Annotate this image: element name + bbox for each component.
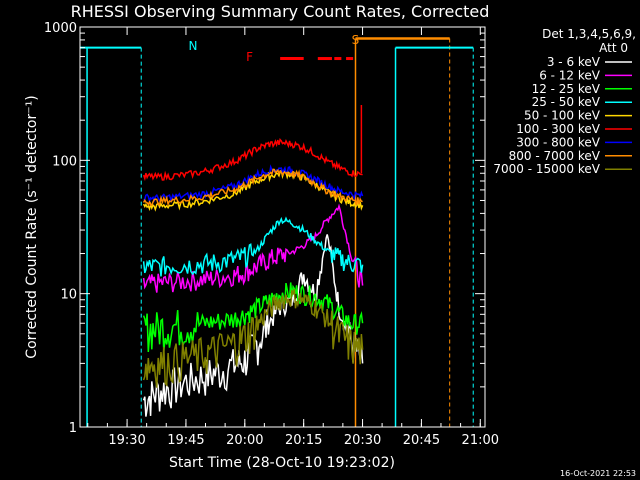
legend-label-4: 50 - 100 keV bbox=[524, 109, 601, 123]
legend-header-line-2: Att 0 bbox=[599, 41, 628, 55]
series-layer bbox=[142, 105, 364, 417]
series-line-100-300kev bbox=[142, 138, 363, 182]
x-tick-label-0: 19:30 bbox=[108, 433, 145, 448]
legend-label-8: 7000 - 15000 keV bbox=[493, 162, 600, 176]
x-tick-label-5: 20:45 bbox=[403, 433, 440, 448]
legend-label-0: 3 - 6 keV bbox=[547, 55, 601, 69]
series-line-7000-15000kev bbox=[142, 289, 364, 388]
series-line-300-800kev bbox=[143, 164, 364, 204]
legend-header-line-1: Det 1,3,4,5,6,9, bbox=[542, 27, 636, 41]
legend-label-1: 6 - 12 keV bbox=[539, 68, 601, 82]
x-tick-label-6: 21:00 bbox=[462, 433, 499, 448]
series-line-3-6kev bbox=[142, 234, 364, 417]
plot-frame bbox=[79, 26, 486, 428]
x-tick-label-1: 19:45 bbox=[167, 433, 204, 448]
y-tick-label-3: 1000 bbox=[44, 21, 77, 36]
series-line-800-7000kev bbox=[142, 168, 363, 207]
x-tick-label-3: 20:15 bbox=[285, 433, 322, 448]
legend-label-5: 100 - 300 keV bbox=[516, 122, 600, 136]
y-tick-label-0: 1 bbox=[69, 421, 77, 436]
y-tick-label-2: 100 bbox=[52, 154, 77, 169]
x-axis: 19:30 19:45 20:00 20:15 20:30 20:45 21:00 bbox=[87, 27, 499, 448]
chart-title: RHESSI Observing Summary Count Rates, Co… bbox=[71, 2, 490, 21]
legend-label-6: 300 - 800 keV bbox=[516, 135, 600, 149]
series-line-25-50kev bbox=[142, 216, 364, 277]
x-tick-label-4: 20:30 bbox=[344, 433, 381, 448]
y-axis-label: Corrected Count Rate (s⁻¹ detector⁻¹) bbox=[24, 95, 40, 358]
x-tick-label-2: 20:00 bbox=[226, 433, 263, 448]
legend-label-3: 25 - 50 keV bbox=[532, 95, 601, 109]
marker-s: S bbox=[352, 33, 360, 47]
marker-f: F bbox=[246, 50, 253, 64]
flag-markers: N F S bbox=[189, 33, 360, 64]
legend-label-2: 12 - 25 keV bbox=[532, 82, 601, 96]
footer-date: 16-Oct-2021 22:53 bbox=[560, 469, 636, 478]
y-axis: 1 10 100 1000 bbox=[44, 21, 485, 436]
legend-label-7: 800 - 7000 keV bbox=[509, 149, 601, 163]
y-tick-label-1: 10 bbox=[60, 288, 77, 303]
attenuator-state-overlays bbox=[80, 37, 474, 427]
series-line-6-12kev bbox=[142, 203, 364, 293]
marker-n: N bbox=[189, 39, 198, 53]
x-axis-label: Start Time (28-Oct-10 19:23:02) bbox=[169, 455, 395, 471]
